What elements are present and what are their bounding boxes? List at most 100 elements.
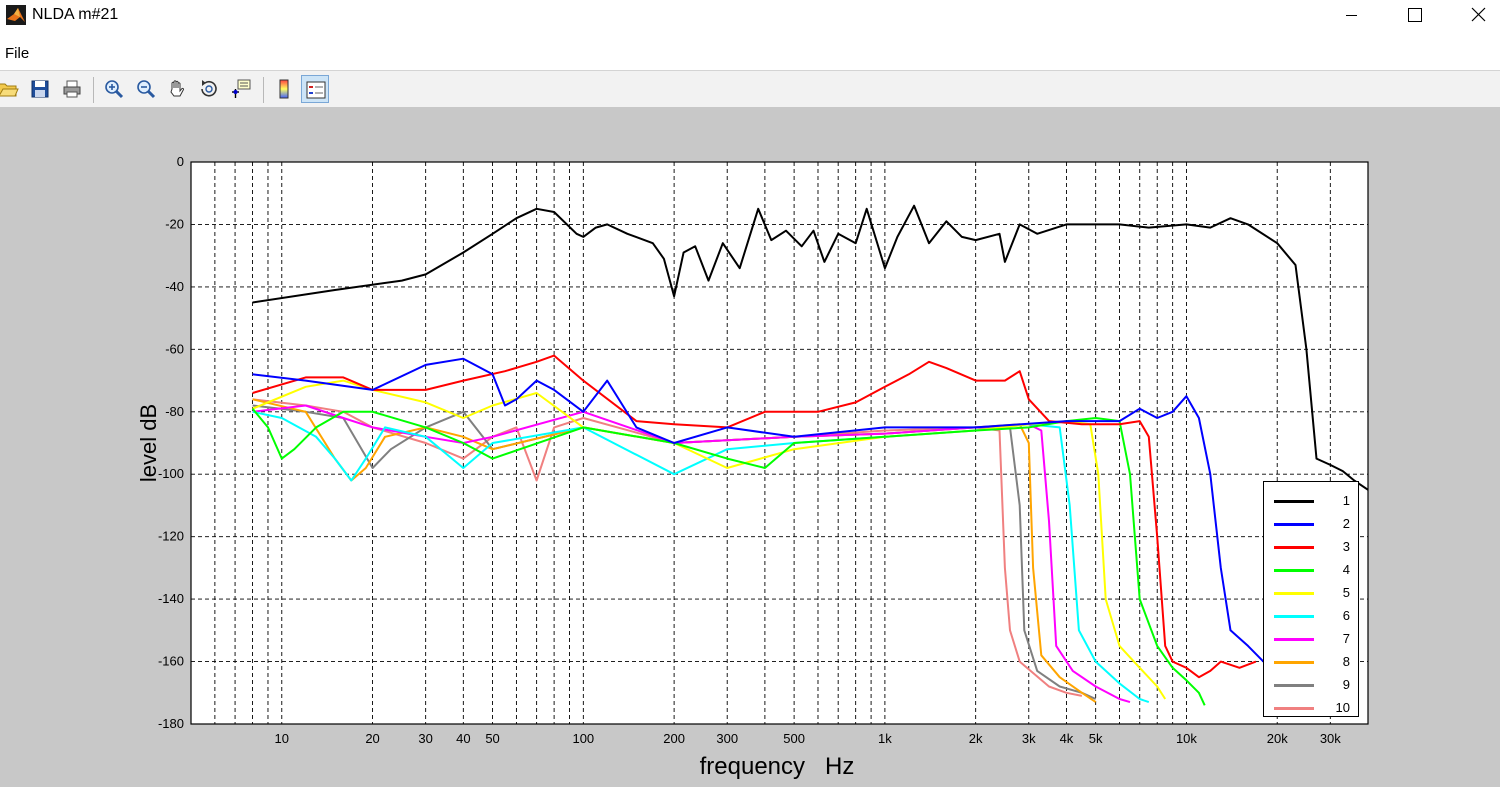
series-line-6 bbox=[252, 410, 1150, 704]
legend-line-swatch bbox=[1274, 684, 1314, 687]
legend-entry: 9 bbox=[1264, 674, 1360, 697]
legend-label: 6 bbox=[1342, 608, 1350, 623]
pan-button[interactable] bbox=[163, 75, 191, 103]
plot-area[interactable] bbox=[190, 161, 1369, 725]
series-group bbox=[251, 204, 1369, 706]
x-tick-label: 20k bbox=[1267, 731, 1288, 746]
legend-icon bbox=[306, 81, 326, 99]
open-file-button[interactable] bbox=[0, 75, 22, 103]
zoom-out-icon bbox=[137, 80, 156, 99]
legend-label: 8 bbox=[1342, 654, 1350, 669]
x-tick-label: 20 bbox=[365, 731, 379, 746]
zoom-in-icon bbox=[105, 80, 124, 99]
data-cursor-button[interactable] bbox=[227, 75, 255, 103]
x-tick-label: 4k bbox=[1060, 731, 1074, 746]
legend-button[interactable] bbox=[301, 75, 329, 103]
rotate-icon bbox=[201, 80, 217, 97]
x-tick-label: 5k bbox=[1089, 731, 1103, 746]
data-cursor-icon bbox=[232, 79, 251, 98]
legend-line-swatch bbox=[1274, 546, 1314, 549]
toolbar bbox=[0, 70, 1500, 108]
x-tick-label: 2k bbox=[969, 731, 983, 746]
maximize-icon bbox=[1408, 8, 1422, 22]
frequency-response-chart: 0-20-40-60-80-100-120-140-160-180 10 20 30… bbox=[136, 154, 1369, 780]
x-tick-label: 500 bbox=[783, 731, 805, 746]
save-button[interactable] bbox=[26, 75, 54, 103]
y-tick-label: -160 bbox=[158, 654, 184, 669]
legend-entry: 6 bbox=[1264, 605, 1360, 628]
x-tick-label: 40 bbox=[456, 731, 470, 746]
series-line-3 bbox=[252, 354, 1257, 679]
minimize-button[interactable] bbox=[1328, 0, 1374, 32]
hand-icon bbox=[170, 80, 185, 97]
legend-label: 5 bbox=[1342, 585, 1350, 600]
rotate-3d-button[interactable] bbox=[195, 75, 223, 103]
y-tick-label: -20 bbox=[165, 216, 184, 231]
floppy-disk-icon bbox=[31, 80, 49, 98]
legend-label: 10 bbox=[1335, 700, 1350, 715]
legend-entry: 7 bbox=[1264, 628, 1360, 651]
y-tick-label: -100 bbox=[158, 466, 184, 481]
zoom-out-button[interactable] bbox=[132, 75, 160, 103]
y-tick-label: -80 bbox=[165, 404, 184, 419]
series-line-10 bbox=[252, 398, 1083, 697]
x-tick-label: 300 bbox=[716, 731, 738, 746]
toolbar-separator bbox=[263, 77, 264, 103]
legend-entry: 3 bbox=[1264, 536, 1360, 559]
minimize-icon bbox=[1346, 15, 1357, 16]
x-tick-label: 50 bbox=[485, 731, 499, 746]
print-button[interactable] bbox=[58, 75, 86, 103]
y-tick-labels: 0 -20 -40 -60 -80 -100 -120 -140 -160 -180 bbox=[158, 154, 184, 731]
y-axis-label: level dB bbox=[136, 404, 161, 482]
x-tick-label: 30k bbox=[1320, 731, 1341, 746]
y-tick-label: -180 bbox=[158, 716, 184, 731]
x-tick-label: 30 bbox=[418, 731, 432, 746]
colorbar-icon bbox=[279, 79, 289, 99]
legend-line-swatch bbox=[1274, 500, 1314, 503]
y-tick-label: -120 bbox=[158, 529, 184, 544]
x-tick-label: 100 bbox=[572, 731, 594, 746]
close-icon bbox=[1471, 7, 1486, 22]
x-tick-label: 200 bbox=[663, 731, 685, 746]
legend-entry: 5 bbox=[1264, 582, 1360, 605]
colorbar-button[interactable] bbox=[270, 75, 298, 103]
legend-label: 2 bbox=[1342, 516, 1350, 531]
legend-line-swatch bbox=[1274, 638, 1314, 641]
legend-label: 1 bbox=[1342, 493, 1350, 508]
close-button[interactable] bbox=[1454, 0, 1500, 32]
matlab-app-icon bbox=[6, 5, 26, 25]
legend-line-swatch bbox=[1274, 661, 1314, 664]
x-tick-label: 10 bbox=[275, 731, 289, 746]
x-tick-labels: 10 20 30 40 50 100 200 300 500 1k 2k 3k 4k 5k 10k 20k 30… bbox=[275, 731, 1342, 746]
legend-label: 4 bbox=[1342, 562, 1350, 577]
legend-entry: 2 bbox=[1264, 513, 1360, 536]
menu-file[interactable]: File bbox=[5, 45, 30, 62]
legend-label: 3 bbox=[1342, 539, 1350, 554]
y-tick-label: -40 bbox=[165, 279, 184, 294]
x-tick-label: 10k bbox=[1176, 731, 1197, 746]
figure-area: 0 -20 -40 -60 -80 -100 -120 -140 -160 -180 10 20 30… bbox=[0, 108, 1500, 787]
y-tick-label: -60 bbox=[165, 341, 184, 356]
series-line-1 bbox=[252, 204, 1369, 491]
maximize-button[interactable] bbox=[1391, 0, 1437, 32]
legend-entry: 4 bbox=[1264, 559, 1360, 582]
x-tick-label: 3k bbox=[1022, 731, 1036, 746]
zoom-in-button[interactable] bbox=[100, 75, 128, 103]
legend-label: 7 bbox=[1342, 631, 1350, 646]
legend-line-swatch bbox=[1274, 569, 1314, 572]
legend-line-swatch bbox=[1274, 707, 1314, 710]
series-line-5 bbox=[252, 379, 1167, 700]
legend-entry: 10 bbox=[1264, 697, 1360, 720]
folder-open-icon bbox=[0, 83, 19, 97]
legend[interactable]: 1 2 3 4 5 6 7 8 9 10 bbox=[1263, 481, 1359, 717]
legend-line-swatch bbox=[1274, 523, 1314, 526]
legend-entry: 1 bbox=[1264, 490, 1360, 513]
menu-bar: File bbox=[0, 42, 1500, 68]
series-line-7 bbox=[252, 404, 1131, 704]
y-tick-label: -140 bbox=[158, 591, 184, 606]
legend-line-swatch bbox=[1274, 615, 1314, 618]
legend-label: 9 bbox=[1342, 677, 1350, 692]
legend-entry: 8 bbox=[1264, 651, 1360, 674]
toolbar-separator bbox=[93, 77, 94, 103]
y-tick-label: 0 bbox=[177, 154, 184, 169]
